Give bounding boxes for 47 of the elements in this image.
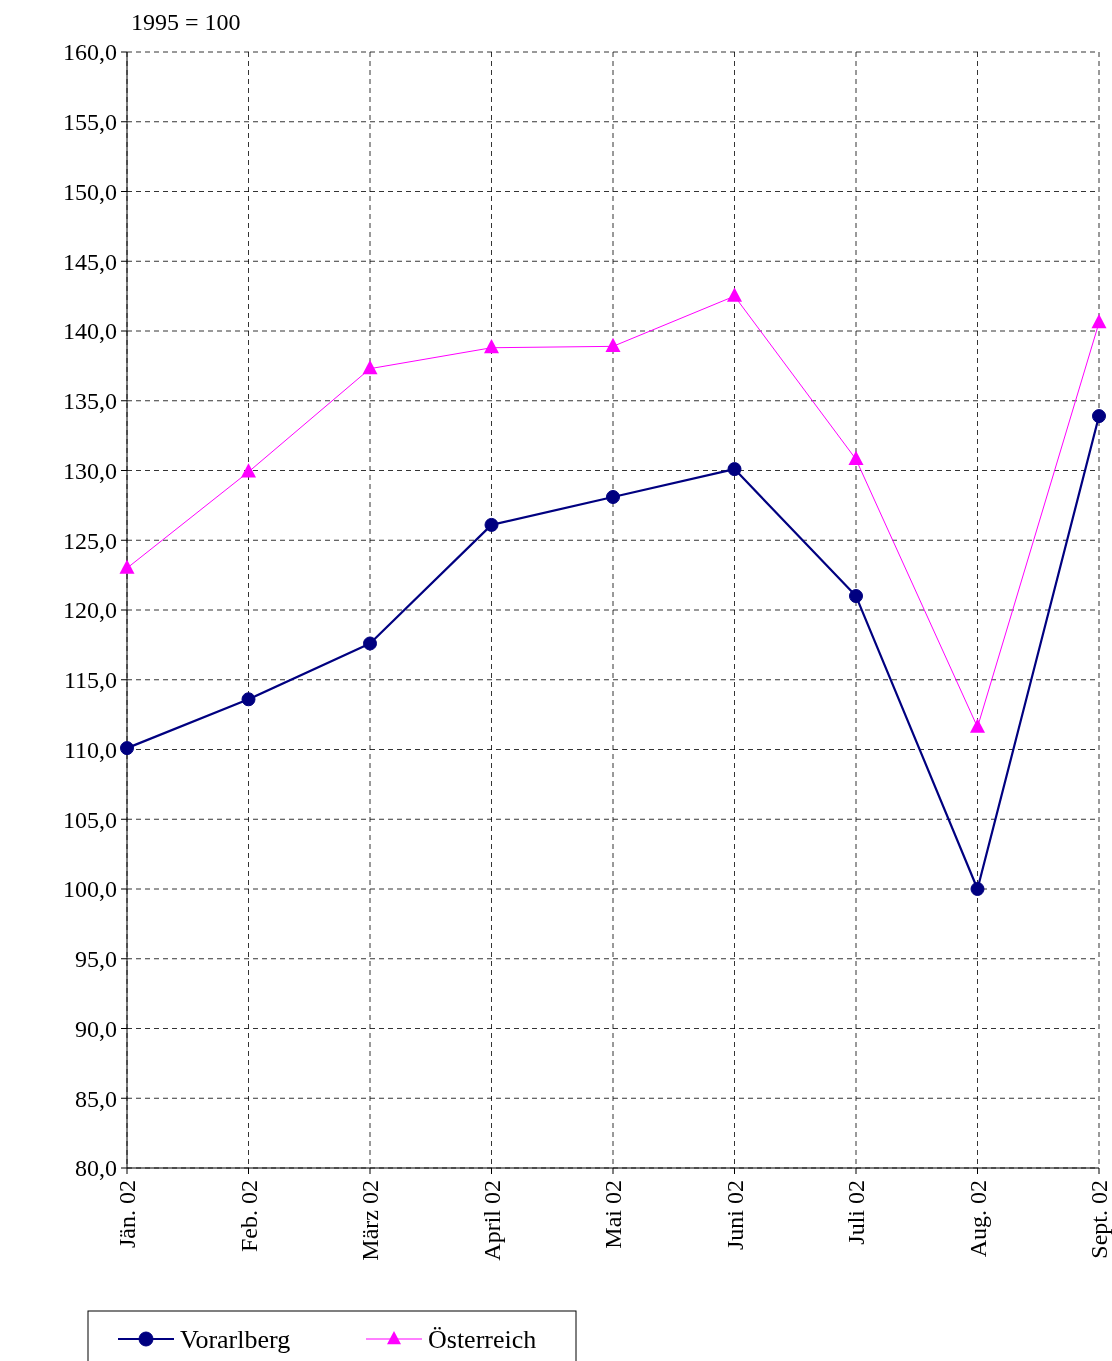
y-tick-label: 150,0 bbox=[63, 178, 117, 205]
x-tick-label: März 02 bbox=[357, 1180, 384, 1261]
point bbox=[1092, 409, 1106, 424]
x-tick-label: April 02 bbox=[478, 1180, 505, 1261]
y-tick-label: 90,0 bbox=[75, 1015, 117, 1042]
legend-label: Vorarlberg bbox=[180, 1325, 291, 1355]
point bbox=[241, 463, 256, 478]
point bbox=[484, 339, 499, 354]
y-tick-label: 80,0 bbox=[75, 1155, 117, 1182]
point bbox=[363, 636, 377, 651]
y-tick-label: 160,0 bbox=[63, 39, 117, 66]
x-tick-label: Sept. 02 bbox=[1086, 1180, 1112, 1259]
point bbox=[727, 462, 742, 477]
y-tick-label: 105,0 bbox=[63, 806, 117, 833]
point bbox=[605, 337, 621, 352]
point bbox=[727, 287, 742, 302]
point bbox=[362, 360, 378, 375]
y-tick-label: 135,0 bbox=[63, 388, 117, 415]
x-tick-label: Mai 02 bbox=[600, 1180, 627, 1249]
point bbox=[241, 692, 256, 707]
x-tick-label: Aug. 02 bbox=[964, 1180, 991, 1258]
x-tick-label: Juli 02 bbox=[843, 1180, 870, 1245]
point bbox=[119, 559, 135, 574]
y-tick-label: 130,0 bbox=[63, 457, 117, 484]
y-tick-label: 145,0 bbox=[63, 248, 117, 275]
x-tick-label: Jän. 02 bbox=[114, 1180, 141, 1248]
y-tick-label: 95,0 bbox=[75, 946, 117, 973]
y-tick-label: 110,0 bbox=[63, 736, 117, 763]
x-tick-label: Juni 02 bbox=[721, 1180, 748, 1251]
point bbox=[120, 741, 134, 756]
y-tick-label: 85,0 bbox=[75, 1085, 117, 1112]
point bbox=[970, 882, 985, 896]
point bbox=[970, 718, 985, 733]
y-tick-label: 100,0 bbox=[63, 876, 117, 903]
point bbox=[848, 450, 864, 465]
point bbox=[484, 517, 499, 532]
point bbox=[1091, 314, 1107, 329]
y-axis-title: 1995 = 100 bbox=[131, 9, 241, 35]
y-tick-label: 115,0 bbox=[63, 667, 117, 694]
point bbox=[849, 589, 863, 604]
x-tick-label: Feb. 02 bbox=[235, 1180, 262, 1252]
y-tick-label: 140,0 bbox=[63, 318, 117, 345]
y-tick-label: 120,0 bbox=[63, 597, 117, 624]
y-tick-label: 125,0 bbox=[63, 527, 117, 554]
y-tick-label: 155,0 bbox=[63, 109, 117, 136]
legend-label: Österreich bbox=[428, 1325, 537, 1355]
point bbox=[606, 490, 620, 505]
